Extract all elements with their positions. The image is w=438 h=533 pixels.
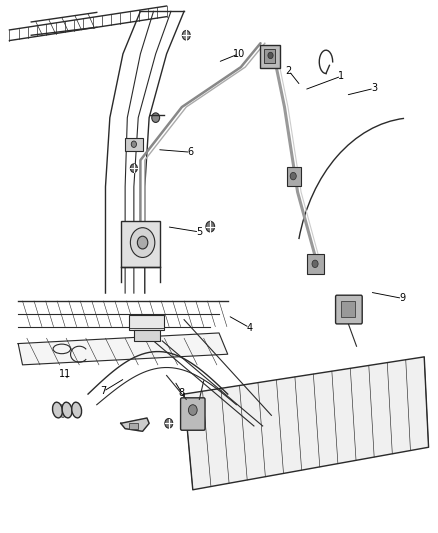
Bar [261, 45, 280, 68]
FancyBboxPatch shape [336, 295, 362, 324]
Ellipse shape [53, 402, 62, 418]
Ellipse shape [72, 402, 81, 418]
Text: 6: 6 [187, 147, 194, 157]
Bar [130, 423, 138, 429]
Ellipse shape [58, 405, 66, 417]
Circle shape [290, 172, 296, 180]
Polygon shape [184, 357, 428, 490]
Bar [341, 301, 355, 317]
Bar [287, 166, 300, 185]
Text: 8: 8 [179, 388, 185, 398]
Circle shape [131, 164, 138, 172]
FancyBboxPatch shape [180, 398, 205, 430]
Bar [125, 138, 143, 151]
Circle shape [188, 405, 197, 415]
Bar [264, 49, 276, 63]
Bar [134, 330, 160, 341]
Text: 5: 5 [196, 227, 202, 237]
Bar [121, 221, 160, 266]
Text: 10: 10 [233, 49, 245, 59]
Polygon shape [121, 418, 149, 431]
Circle shape [152, 113, 159, 123]
Text: 9: 9 [399, 293, 406, 303]
Circle shape [182, 30, 190, 40]
Polygon shape [18, 333, 228, 365]
Circle shape [165, 418, 173, 428]
Text: 3: 3 [371, 83, 377, 93]
Text: 11: 11 [59, 369, 71, 379]
Text: 7: 7 [100, 386, 106, 397]
Text: 1: 1 [338, 71, 344, 81]
Circle shape [206, 221, 215, 232]
Circle shape [138, 236, 148, 249]
Bar [307, 254, 324, 274]
Text: 4: 4 [247, 322, 253, 333]
Text: 2: 2 [286, 66, 292, 76]
Circle shape [268, 52, 273, 59]
Circle shape [131, 141, 137, 148]
Bar [130, 316, 164, 330]
Circle shape [131, 228, 155, 257]
Circle shape [312, 260, 318, 268]
Ellipse shape [62, 402, 72, 418]
